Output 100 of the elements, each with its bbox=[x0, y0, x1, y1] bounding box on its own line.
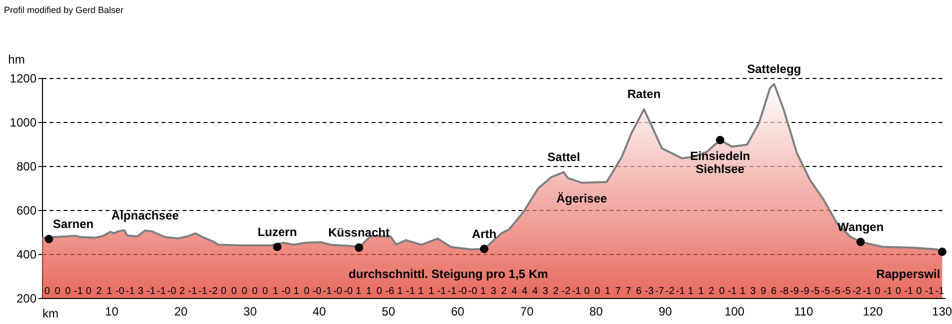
annotation: 1 bbox=[272, 286, 279, 297]
y-axis-title: hm bbox=[8, 52, 25, 66]
annotation: 0 bbox=[594, 286, 601, 297]
annotation: durchschnittl. Steigung pro 1,5 Km bbox=[348, 267, 548, 281]
annotation: -2 bbox=[665, 286, 675, 297]
annotation: -3 bbox=[644, 286, 654, 297]
point bbox=[273, 242, 282, 252]
annotation: Rapperswil bbox=[876, 266, 940, 281]
x-tick-label: 130 bbox=[932, 304, 952, 318]
annotation: -8 bbox=[780, 286, 789, 297]
annotation: Wangen bbox=[837, 220, 884, 234]
annotation: 3 bbox=[138, 286, 144, 297]
annotation: 0 bbox=[262, 286, 268, 297]
annotation: 7 bbox=[626, 286, 632, 297]
y-tick-label: 400 bbox=[16, 248, 37, 262]
annotation: -1 bbox=[322, 286, 332, 297]
annotation: -6 bbox=[385, 286, 395, 297]
annotation: -2 bbox=[208, 286, 218, 297]
annotation: 0 bbox=[220, 286, 227, 297]
annotation: -2 bbox=[562, 286, 572, 297]
annotation: 1 bbox=[294, 286, 300, 297]
annotation: -1 bbox=[883, 286, 893, 297]
annotation: Luzern bbox=[258, 224, 297, 239]
annotation: -1 bbox=[572, 286, 582, 297]
x-tick-label: 60 bbox=[450, 304, 465, 318]
annotation: 0 bbox=[874, 286, 881, 297]
annotation: -0 bbox=[312, 286, 322, 297]
annotation: -0 bbox=[468, 286, 478, 297]
annotation: 4 bbox=[511, 286, 518, 297]
annotation: -1 bbox=[676, 286, 686, 297]
x-tick-label: 40 bbox=[312, 304, 326, 318]
annotation: Siehlsee bbox=[696, 162, 745, 176]
annotation: -5 bbox=[842, 286, 852, 297]
annotation: 1 bbox=[604, 286, 611, 297]
annotation: -0 bbox=[333, 286, 343, 297]
annotation: 1 bbox=[397, 286, 404, 297]
annotation: 2 bbox=[501, 286, 508, 297]
annotation: Sattelegg bbox=[747, 62, 802, 76]
annotation: 1 bbox=[366, 286, 372, 297]
annotation: -1 bbox=[146, 286, 156, 297]
annotation: Arth bbox=[472, 226, 496, 241]
point bbox=[716, 136, 724, 144]
annotation: Sattel bbox=[547, 150, 580, 164]
annotation: 3 bbox=[750, 286, 756, 297]
annotation: 9 bbox=[760, 286, 767, 297]
annotation: 0 bbox=[231, 286, 238, 297]
annotation: Einsiedeln bbox=[690, 149, 750, 164]
x-tick-label: 100 bbox=[724, 304, 745, 318]
annotation: -1 bbox=[904, 286, 914, 297]
point bbox=[938, 248, 946, 256]
y-tick-label: 1000 bbox=[10, 116, 37, 130]
annotation: 0 bbox=[252, 286, 258, 297]
x-tick-label: 80 bbox=[589, 304, 604, 318]
annotation: -1 bbox=[924, 286, 934, 297]
annotation: 1 bbox=[480, 286, 486, 297]
annotation: -0 bbox=[115, 286, 125, 297]
x-tick-label: 20 bbox=[174, 304, 188, 318]
x-axis-title: km bbox=[42, 306, 58, 320]
annotation: Sarnen bbox=[52, 217, 94, 232]
annotation: -5 bbox=[821, 286, 831, 297]
annotation: -9 bbox=[790, 286, 800, 297]
annotation: -1 bbox=[728, 286, 738, 297]
point bbox=[856, 238, 865, 246]
annotation: 3 bbox=[542, 286, 549, 297]
annotation: -0 bbox=[281, 286, 291, 297]
annotation: 0 bbox=[44, 286, 50, 297]
annotation: -1 bbox=[862, 286, 872, 297]
annotation: 0 bbox=[54, 286, 61, 297]
annotation: 2 bbox=[708, 286, 715, 297]
annotation: 0 bbox=[376, 286, 383, 297]
y-tick-label: 200 bbox=[16, 292, 37, 306]
annotation: -0 bbox=[167, 286, 177, 297]
annotation: -7 bbox=[655, 286, 664, 297]
y-tick-label: 1200 bbox=[10, 72, 37, 86]
annotation: 0 bbox=[916, 286, 922, 297]
annotation: 2 bbox=[96, 286, 102, 297]
annotation: 4 bbox=[522, 286, 528, 297]
annotation: 2 bbox=[552, 286, 559, 297]
annotation: -1 bbox=[188, 286, 198, 297]
annotation: -1 bbox=[74, 286, 84, 297]
x-tick-label: 120 bbox=[862, 304, 884, 318]
annotation: 0 bbox=[896, 286, 902, 297]
annotation: -5 bbox=[832, 286, 841, 297]
annotation: -0 bbox=[344, 286, 354, 297]
x-tick-label: 50 bbox=[382, 304, 396, 318]
annotation: 1 bbox=[740, 286, 746, 297]
annotation: -1 bbox=[198, 286, 208, 297]
annotation: -1 bbox=[156, 286, 166, 297]
annotation: 0 bbox=[242, 286, 248, 297]
x-tick-label: 90 bbox=[658, 304, 672, 318]
annotation: -1 bbox=[437, 286, 446, 297]
annotation: 3 bbox=[490, 286, 497, 297]
x-tick-label: 110 bbox=[794, 304, 814, 318]
point bbox=[354, 243, 364, 252]
annotation: Ägerisee bbox=[556, 192, 608, 206]
annotation: 0 bbox=[719, 286, 726, 297]
y-tick-label: 800 bbox=[16, 160, 37, 174]
annotation: 6 bbox=[770, 286, 777, 297]
annotation: 6 bbox=[636, 286, 642, 297]
x-tick-label: 70 bbox=[520, 304, 534, 318]
